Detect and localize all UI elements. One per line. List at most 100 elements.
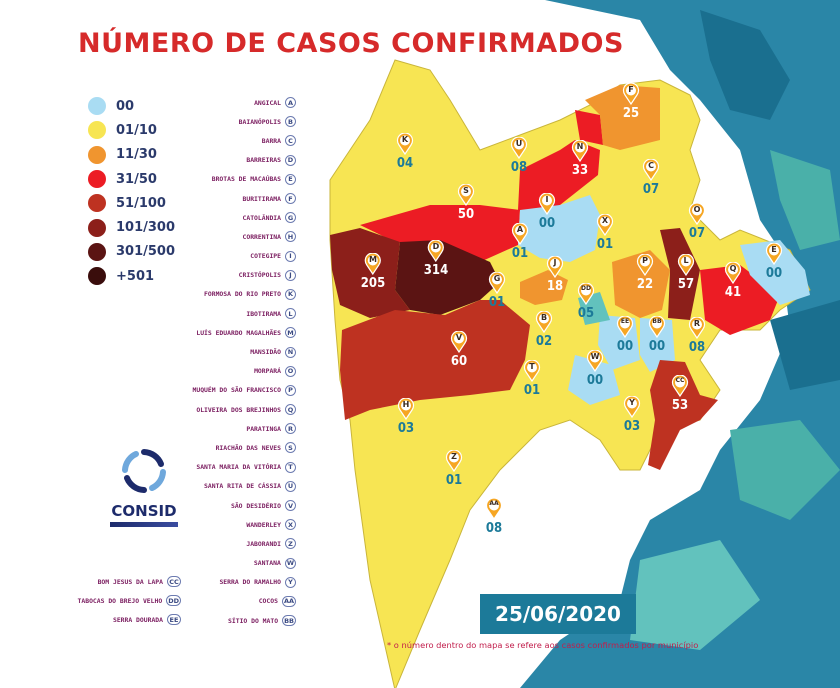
legend-label: 11/30 bbox=[116, 147, 157, 163]
municipality-item: SANTA MARIA DA VITÓRIA T bbox=[150, 458, 296, 477]
municipality-name: TABOCAS DO BREJO VELHO bbox=[77, 596, 163, 605]
municipality-item: CORRENTINA H bbox=[150, 227, 296, 246]
map-pin-icon: T bbox=[523, 359, 541, 383]
map-pin-icon: Y bbox=[623, 395, 641, 419]
municipality-name: BURITIRAMA bbox=[242, 194, 281, 203]
map-pin-code: EE bbox=[620, 318, 630, 325]
municipality-code: Z bbox=[285, 538, 296, 550]
map-pin: BB 00 bbox=[648, 315, 666, 354]
municipality-name: FORMOSA DO RIO PRETO bbox=[204, 290, 281, 299]
map-pin-code: A bbox=[516, 225, 524, 234]
surrounding-patch-3 bbox=[730, 420, 840, 520]
municipality-code: U bbox=[285, 480, 296, 492]
map-pin-icon: P bbox=[636, 253, 654, 277]
map-pin-code: T bbox=[529, 362, 535, 371]
map-pin: V 60 bbox=[450, 330, 468, 369]
map-pin-icon: S bbox=[457, 183, 475, 207]
map-pin-code: S bbox=[463, 186, 469, 195]
municipality-name: SERRA DO RAMALHO bbox=[219, 578, 281, 587]
map-pin-code: H bbox=[402, 400, 410, 409]
municipality-item: WANDERLEY X bbox=[150, 515, 296, 534]
municipality-code: K bbox=[285, 288, 296, 300]
municipality-list: ANGICAL A BAIANÓPOLIS B BARRA C BARREIRAS D BROT… bbox=[150, 93, 296, 630]
map-pin-count: 01 bbox=[523, 383, 541, 398]
municipality-item: MORPARÁ O bbox=[150, 362, 296, 381]
municipality-code: Q bbox=[285, 404, 296, 416]
municipality-item: COCOS AA bbox=[150, 592, 296, 611]
map-pin: J 18 bbox=[546, 255, 564, 294]
map-pin-icon: I bbox=[538, 192, 556, 216]
surrounding-patch-1 bbox=[700, 10, 790, 120]
map-pin-code: Q bbox=[729, 264, 737, 273]
municipality-code: O bbox=[285, 365, 296, 377]
map-pin: DD 05 bbox=[577, 282, 595, 321]
region-l bbox=[660, 228, 700, 320]
municipality-item: MUQUÉM DO SÃO FRANCISCO P bbox=[150, 381, 296, 400]
map-pin-code: N bbox=[576, 142, 584, 151]
map-pin-code: AA bbox=[489, 500, 499, 507]
municipality-name: BROTAS DE MACAÚBAS bbox=[211, 175, 281, 184]
region-v bbox=[340, 300, 530, 420]
municipality-item: BURITIRAMA F bbox=[150, 189, 296, 208]
municipality-item: MANSIDÃO N bbox=[150, 342, 296, 361]
region-cc bbox=[648, 360, 718, 470]
legend-label: 51/100 bbox=[116, 195, 166, 211]
map-pin: CC 53 bbox=[671, 374, 689, 413]
municipality-code: D bbox=[285, 154, 296, 166]
legend-item: +501 bbox=[88, 264, 175, 288]
municipality-code: I bbox=[285, 250, 296, 262]
map-pin-icon: R bbox=[688, 316, 706, 340]
map-pin-code: D bbox=[432, 242, 440, 251]
map-pin-count: 50 bbox=[457, 207, 475, 222]
map-pin-code: X bbox=[601, 216, 609, 225]
map-pin-icon: J bbox=[546, 255, 564, 279]
map-pin-count: 00 bbox=[648, 339, 666, 354]
legend-swatch bbox=[88, 145, 106, 164]
map-pin-count: 01 bbox=[596, 237, 614, 252]
municipality-code: R bbox=[285, 423, 296, 435]
municipality-name: ANGICAL bbox=[254, 98, 281, 107]
map-pin: H 03 bbox=[397, 397, 415, 436]
map-pin-count: 60 bbox=[450, 354, 468, 369]
municipality-code: J bbox=[285, 269, 296, 281]
map-pin: A 01 bbox=[511, 222, 529, 261]
municipality-name: JABORANDI bbox=[246, 539, 281, 548]
municipality-item: SERRA DOURADA EE bbox=[70, 610, 181, 629]
surrounding-region bbox=[520, 0, 840, 688]
map-pin-code: L bbox=[683, 256, 689, 265]
map-pin-code: P bbox=[642, 256, 648, 265]
surrounding-patch-7 bbox=[770, 300, 840, 390]
municipality-item: COTEGIPE I bbox=[150, 247, 296, 266]
legend-item: 11/30 bbox=[88, 143, 175, 167]
legend-item: 00 bbox=[88, 94, 175, 118]
date-box: 25/06/2020 bbox=[480, 594, 636, 634]
map-pin-icon: C bbox=[642, 158, 660, 182]
map-pin-count: 08 bbox=[485, 521, 503, 536]
municipality-name: IBOTIRAMA bbox=[246, 309, 281, 318]
legend-swatch bbox=[88, 170, 106, 189]
legend-item: 31/50 bbox=[88, 167, 175, 191]
municipality-item: BARREIRAS D bbox=[150, 151, 296, 170]
map-pin-icon: W bbox=[586, 349, 604, 373]
municipality-item: SANTA RITA DE CÁSSIA U bbox=[150, 477, 296, 496]
map-pin-icon: O bbox=[688, 202, 706, 226]
legend-swatch bbox=[88, 194, 106, 213]
municipality-item: SÍTIO DO MATO BB bbox=[150, 611, 296, 630]
consid-logo-icon bbox=[122, 449, 166, 493]
municipality-name: BARREIRAS bbox=[246, 156, 281, 165]
map-pin-code: W bbox=[590, 352, 600, 361]
footnote-text: o número dentro do mapa se refere aos ca… bbox=[393, 640, 699, 650]
map-pin-count: 33 bbox=[571, 163, 589, 178]
region-j bbox=[520, 270, 568, 305]
map-pin-icon: M bbox=[364, 252, 382, 276]
map-pin-code: B bbox=[540, 313, 548, 322]
municipality-name: CATOLÂNDIA bbox=[242, 213, 281, 222]
map-pin-icon: U bbox=[510, 136, 528, 160]
map-pin-count: 05 bbox=[577, 306, 595, 321]
map-pin-icon: CC bbox=[671, 374, 689, 398]
map-pin: M 205 bbox=[361, 252, 385, 291]
municipality-name: COTEGIPE bbox=[250, 252, 281, 261]
municipality-item: LUÍS EDUARDO MAGALHÃES M bbox=[150, 323, 296, 342]
map-pin-icon: EE bbox=[616, 315, 634, 339]
map-pin: O 07 bbox=[688, 202, 706, 241]
